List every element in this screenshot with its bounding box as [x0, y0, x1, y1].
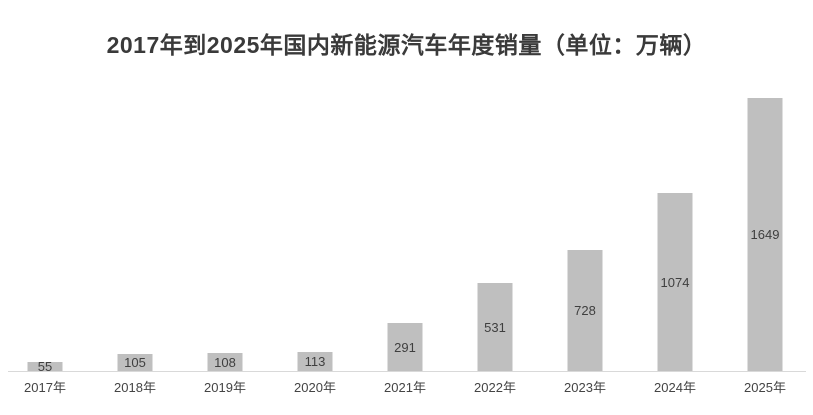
x-axis-label: 2020年	[294, 380, 336, 395]
x-axis-label: 2025年	[744, 380, 786, 395]
x-axis-label: 2017年	[24, 380, 66, 395]
bar: 55	[27, 359, 63, 374]
bar-slot: 108	[180, 0, 270, 371]
x-axis-label: 2019年	[204, 380, 246, 395]
bar-value-label: 113	[304, 354, 326, 369]
x-axis-label: 2024年	[654, 380, 696, 395]
x-axis-label: 2018年	[114, 380, 156, 395]
bar-value-label: 291	[394, 339, 416, 355]
bar-slot: 728	[540, 0, 630, 371]
bar-value-label: 728	[574, 303, 596, 318]
bar: 531	[477, 283, 513, 371]
bar-value-label: 105	[124, 355, 146, 370]
bar-slot: 1074	[630, 0, 720, 371]
bar-value-label: 108	[214, 354, 236, 370]
bar-slot: 113	[270, 0, 360, 371]
plot-area: 55 105 108 113 291 531 728 1074 1649	[0, 0, 810, 374]
bar: 291	[387, 323, 423, 371]
bar-slot: 291	[360, 0, 450, 371]
bar-slot: 105	[90, 0, 180, 371]
bar-value-label: 1074	[660, 274, 690, 290]
bar-slot: 55	[0, 0, 90, 374]
bar-slot: 1649	[720, 0, 810, 371]
x-axis-label: 2021年	[384, 380, 426, 395]
x-axis: 2017年 2018年 2019年 2020年 2021年 2022年 2023年 2024年…	[0, 377, 813, 397]
x-axis-label: 2022年	[474, 380, 516, 395]
bar: 728	[567, 250, 603, 371]
bar-value-label: 55	[37, 359, 53, 374]
x-axis-line	[8, 371, 806, 372]
bar-value-label: 531	[484, 319, 506, 335]
bar: 1649	[747, 98, 783, 371]
bar: 108	[207, 353, 243, 371]
x-axis-label: 2023年	[564, 380, 606, 395]
bar: 113	[297, 352, 333, 371]
bar-slot: 531	[450, 0, 540, 371]
bar: 105	[117, 354, 153, 371]
bar: 1074	[657, 193, 693, 371]
bar-value-label: 1649	[750, 227, 780, 242]
chart-title: 2017年到2025年国内新能源汽车年度销量（单位：万辆）	[106, 32, 707, 58]
